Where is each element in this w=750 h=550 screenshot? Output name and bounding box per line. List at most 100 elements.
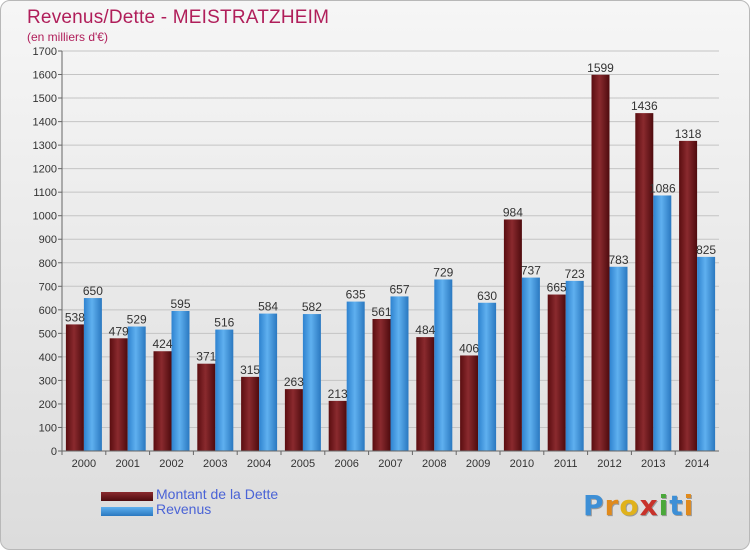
x-tick-label: 2013 (641, 458, 665, 470)
y-tick-label: 900 (39, 234, 57, 246)
bar-dette (416, 337, 435, 451)
chart-subtitle: (en milliers d'€) (27, 30, 108, 44)
data-label-dette: 406 (459, 341, 479, 355)
logo-letter: r (604, 489, 620, 522)
legend-label-revenus: Revenus (156, 501, 212, 517)
data-label-revenus: 657 (389, 282, 409, 296)
x-tick-label: 2000 (72, 458, 96, 470)
data-label-dette: 484 (415, 323, 435, 337)
data-label-dette: 263 (284, 375, 304, 389)
bar-revenus (653, 195, 672, 451)
data-label-revenus: 737 (521, 264, 541, 278)
y-tick-label: 400 (39, 352, 57, 364)
bar-dette (65, 324, 84, 451)
bars (65, 74, 716, 451)
y-tick-label: 700 (39, 281, 57, 293)
bar-dette (372, 319, 391, 451)
bar-dette (153, 351, 172, 451)
bar-revenus (390, 296, 409, 451)
logo-letter: P (583, 489, 605, 522)
x-tick-label: 2004 (247, 458, 271, 470)
y-tick-label: 1200 (33, 164, 57, 176)
x-axis-ticks: 2000 2001 2002 2003 2004 2005 2006 2007 2008 2009… (61, 451, 709, 470)
data-label-dette: 561 (371, 305, 391, 319)
data-label-dette: 1599 (587, 61, 614, 75)
data-label-revenus: 729 (433, 265, 453, 279)
y-tick-label: 1400 (33, 117, 57, 129)
bar-dette (679, 140, 698, 451)
bar-revenus (478, 302, 497, 451)
data-label-revenus: 582 (302, 300, 322, 314)
data-label-revenus: 584 (258, 300, 278, 314)
x-tick-label: 2002 (159, 458, 183, 470)
bar-dette (241, 376, 260, 451)
data-label-revenus: 723 (565, 267, 585, 281)
data-label-revenus: 825 (696, 243, 716, 257)
bar-revenus (215, 329, 234, 451)
data-label-dette: 213 (328, 387, 348, 401)
data-label-revenus: 516 (214, 316, 234, 330)
bar-revenus (171, 311, 190, 451)
bar-revenus (697, 256, 716, 451)
bar-dette (503, 219, 522, 451)
y-tick-label: 1700 (33, 46, 57, 58)
legend-swatch-dette (101, 492, 153, 501)
data-label-dette: 1318 (675, 127, 702, 141)
y-tick-label: 1500 (33, 93, 57, 105)
x-tick-label: 2010 (510, 458, 534, 470)
y-tick-label: 500 (39, 328, 57, 340)
x-tick-label: 2008 (422, 458, 446, 470)
proxiti-logo: Proxiti (583, 489, 694, 522)
x-tick-label: 2007 (378, 458, 402, 470)
legend-swatch-revenus (101, 507, 153, 516)
data-label-revenus: 630 (477, 289, 497, 303)
x-tick-label: 2014 (685, 458, 709, 470)
bar-dette (460, 355, 479, 451)
bar-revenus (127, 326, 146, 451)
data-label-dette: 479 (109, 324, 129, 338)
data-label-dette: 665 (547, 281, 567, 295)
data-label-dette: 315 (240, 363, 260, 377)
y-tick-label: 300 (39, 375, 57, 387)
logo-letter: t (669, 489, 684, 522)
x-tick-label: 2005 (291, 458, 315, 470)
bar-revenus (302, 314, 321, 451)
y-tick-label: 1100 (33, 187, 57, 199)
bar-dette (591, 74, 610, 451)
bar-dette (328, 400, 347, 451)
bar-dette (109, 338, 128, 451)
bar-dette (635, 113, 654, 451)
y-axis-ticks: 0 100 200 300 400 500 600 700 800 900 1000 1100 1200… (33, 46, 62, 458)
y-tick-label: 600 (39, 305, 57, 317)
y-tick-label: 1300 (33, 140, 57, 152)
legend-label-dette: Montant de la Dette (156, 486, 279, 502)
logo-letter: i (658, 489, 670, 522)
y-tick-label: 0 (51, 446, 57, 458)
data-label-dette: 538 (65, 310, 85, 324)
chart-title: Revenus/Dette - MEISTRATZHEIM (27, 7, 330, 28)
x-tick-label: 2006 (334, 458, 358, 470)
logo-letter: i (683, 489, 695, 522)
data-label-dette: 1436 (631, 99, 658, 113)
data-label-dette: 371 (196, 350, 216, 364)
data-label-revenus: 635 (346, 288, 366, 302)
bar-revenus (83, 298, 102, 451)
data-label-revenus: 529 (127, 313, 147, 327)
bar-revenus (521, 277, 540, 451)
y-tick-label: 800 (39, 258, 57, 270)
bar-revenus (565, 280, 584, 451)
x-tick-label: 2012 (597, 458, 621, 470)
bar-revenus (259, 313, 278, 451)
data-label-revenus: 595 (170, 297, 190, 311)
logo-letter: o (619, 489, 640, 522)
y-tick-label: 1000 (33, 211, 57, 223)
data-label-dette: 424 (152, 337, 172, 351)
y-tick-label: 1600 (33, 70, 57, 82)
bar-dette (197, 363, 216, 451)
data-label-revenus: 650 (83, 284, 103, 298)
bar-revenus (346, 301, 365, 451)
data-label-dette: 984 (503, 205, 523, 219)
